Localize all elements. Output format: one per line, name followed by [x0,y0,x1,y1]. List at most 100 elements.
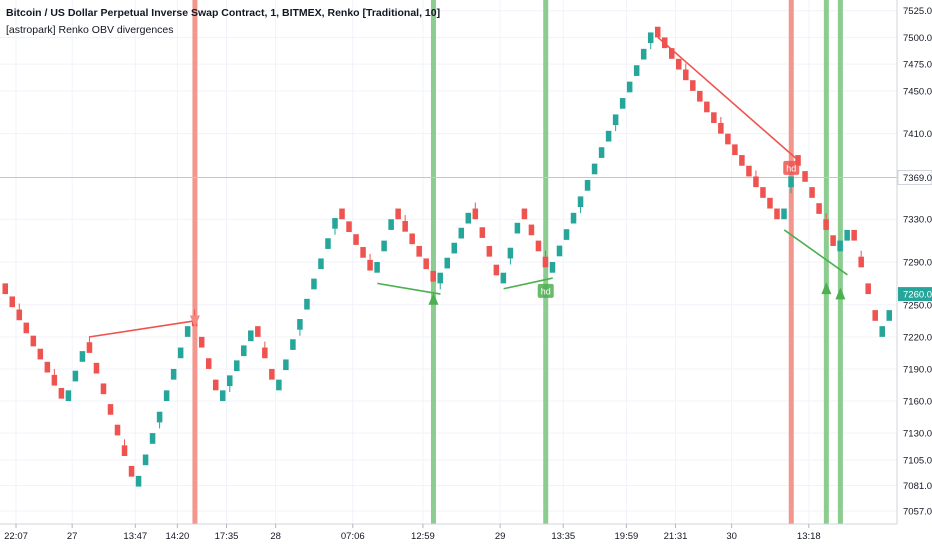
down-brick [367,259,373,271]
price-marker-label: 7260.0 [903,290,932,301]
down-brick [472,208,479,220]
price-tick-label: 7220.0 [903,332,932,343]
up-brick [570,212,577,224]
down-brick [486,245,493,257]
down-brick [339,208,345,220]
price-tick-label: 7160.0 [903,397,932,408]
buy-arrow-icon [428,292,439,305]
price-tick-label: 7057.0 [903,507,932,518]
time-tick-label: 13:35 [551,531,575,542]
price-marker-label: 7369.0 [903,173,932,184]
up-brick [549,262,556,273]
price-tick-label: 7190.0 [903,364,932,375]
down-brick [37,348,44,360]
down-brick [676,58,682,70]
up-brick [163,390,170,402]
time-tick-label: 21:31 [664,531,688,542]
bullish-divergence-line [377,282,441,295]
bullish-divergence-line [503,277,553,290]
down-brick [198,336,205,348]
up-brick [556,245,563,257]
down-brick [528,224,535,236]
up-brick [640,48,647,60]
price-marker-box [897,170,932,186]
down-brick [395,208,401,220]
up-brick [465,212,472,224]
up-brick [837,240,843,252]
up-brick [65,390,72,402]
down-brick [360,247,366,258]
down-brick [346,221,352,233]
down-brick [402,221,408,232]
bearish-signal-band [788,0,794,524]
up-brick [514,222,521,234]
time-tick-label: 27 [67,531,78,542]
bearish-divergence-line [657,36,799,162]
up-brick [177,347,184,359]
bullish-signal-band [430,0,436,524]
up-brick [500,272,507,284]
up-brick [507,247,514,259]
down-brick [872,310,878,321]
time-axis[interactable]: 22:07 27 13:47 14:20 17:35 28 07:06 12:59 29 13:3… [4,524,821,542]
down-brick [255,326,261,337]
up-brick [879,326,885,337]
bullish-divergence-line [783,229,848,276]
up-brick [577,196,584,208]
bullish-signal-band [837,0,843,524]
up-brick [297,319,303,330]
down-brick [683,69,689,81]
sell-arrow-icon [189,315,200,328]
price-tick-label: 7290.0 [903,258,932,269]
bearish-divergence-line [89,320,196,338]
price-marker-box [898,287,932,302]
price-tick-label: 7450.0 [903,86,932,97]
down-brick [654,26,661,38]
up-brick [451,242,458,254]
down-brick [830,235,836,246]
time-tick-label: 29 [495,531,506,542]
down-brick [760,187,766,198]
price-tick-label: 7105.0 [903,455,932,466]
price-axis-background [897,0,932,550]
down-brick [493,264,500,276]
up-brick [149,433,156,444]
up-brick [444,257,451,269]
down-brick [423,258,429,270]
down-brick [212,379,219,391]
down-brick [51,374,58,386]
up-brick [332,218,338,229]
up-brick [598,147,605,158]
down-brick [816,203,822,214]
down-brick [809,187,815,198]
down-brick [30,335,37,347]
hd-label-text: hd [786,163,796,173]
down-brick [739,155,745,166]
down-brick [711,112,717,123]
up-brick [633,65,640,76]
up-brick [584,180,591,191]
price-tick-label: 7081.0 [903,481,932,492]
down-brick [93,362,100,374]
indicator-label: [astropark] Renko OBV divergences [6,24,174,36]
down-brick [262,347,268,359]
price-axis[interactable]: 7525.0 7500.0 7475.0 7450.0 7410.0 7330.0 7290… [897,6,932,518]
up-brick [591,163,598,175]
up-brick [437,272,443,284]
signal-markers: hd hd [189,160,846,328]
price-tick-label: 7410.0 [903,129,932,140]
up-brick [318,258,324,270]
down-brick [746,165,752,177]
up-brick [135,475,142,487]
down-brick [802,171,808,182]
down-brick [732,144,738,156]
down-brick [851,229,857,241]
up-brick [170,368,177,380]
chart-title: Bitcoin / US Dollar Perpetual Inverse Sw… [6,7,441,19]
up-brick [234,360,240,372]
up-brick [788,176,794,188]
up-brick [219,390,226,402]
up-brick [156,411,163,423]
up-brick [626,81,633,93]
